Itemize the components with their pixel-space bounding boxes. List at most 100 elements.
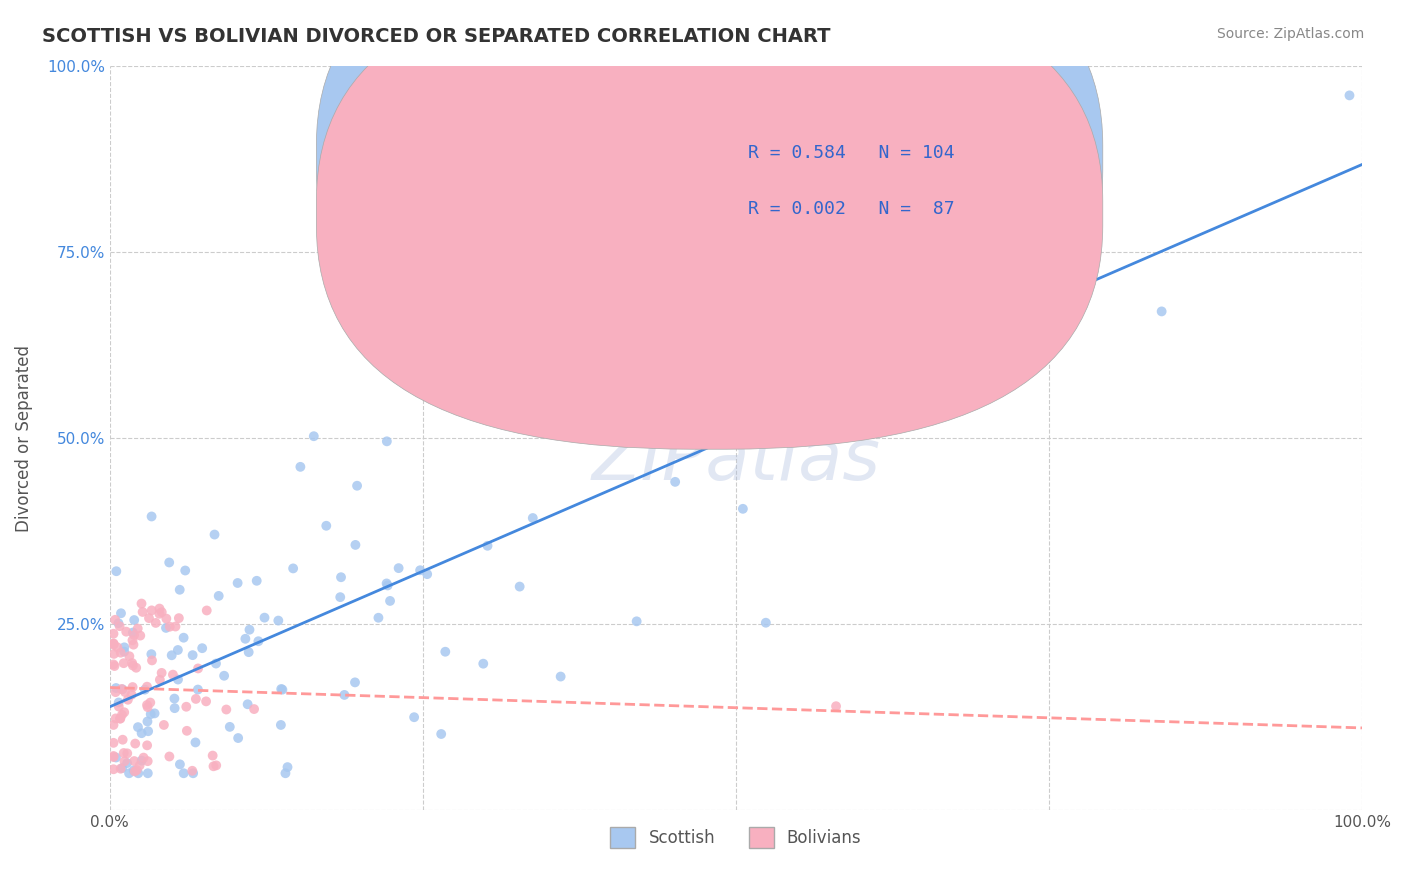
Point xyxy=(103,718,125,732)
Point xyxy=(664,475,686,489)
Point xyxy=(169,582,191,597)
Point xyxy=(150,665,173,680)
Point xyxy=(121,688,143,702)
Point xyxy=(141,603,163,617)
Point xyxy=(131,726,153,740)
Point xyxy=(105,681,128,695)
Point xyxy=(155,612,177,626)
Point xyxy=(173,766,195,780)
Point xyxy=(173,631,195,645)
Point xyxy=(136,724,159,739)
Point xyxy=(270,681,292,696)
Point xyxy=(108,619,131,633)
Point xyxy=(107,616,129,631)
Point xyxy=(912,399,935,413)
Point xyxy=(111,732,134,747)
Point xyxy=(107,699,129,714)
Point xyxy=(274,766,297,780)
Point xyxy=(162,667,184,681)
Point xyxy=(344,538,367,552)
Point xyxy=(103,736,125,750)
Point xyxy=(825,178,848,192)
Point xyxy=(375,576,398,591)
Point xyxy=(378,594,401,608)
Point xyxy=(184,735,207,749)
Point xyxy=(430,727,453,741)
Point xyxy=(204,527,226,541)
Point xyxy=(159,620,181,634)
Point xyxy=(472,657,495,671)
FancyBboxPatch shape xyxy=(316,0,1102,393)
Point xyxy=(509,580,531,594)
Point xyxy=(330,570,353,584)
Point xyxy=(122,638,145,652)
Point xyxy=(103,657,125,672)
Point xyxy=(136,766,159,780)
Point xyxy=(136,754,159,768)
Point xyxy=(215,702,238,716)
Point xyxy=(522,511,544,525)
Point xyxy=(912,334,935,349)
Point xyxy=(127,622,149,636)
Point xyxy=(125,763,148,777)
Point xyxy=(267,614,290,628)
Legend: Scottish, Bolivians: Scottish, Bolivians xyxy=(603,821,868,855)
Point xyxy=(143,706,166,721)
Text: SCOTTISH VS BOLIVIAN DIVORCED OR SEPARATED CORRELATION CHART: SCOTTISH VS BOLIVIAN DIVORCED OR SEPARAT… xyxy=(42,27,831,45)
Point xyxy=(103,626,125,640)
Point xyxy=(110,646,132,660)
Point xyxy=(127,720,149,734)
Point xyxy=(121,680,143,694)
Point xyxy=(112,706,135,720)
Point xyxy=(121,633,143,648)
Point xyxy=(114,755,136,769)
Point xyxy=(150,605,173,619)
Point xyxy=(112,656,135,670)
Point xyxy=(201,748,224,763)
Point xyxy=(329,590,352,604)
Point xyxy=(131,754,153,768)
Point xyxy=(141,653,163,667)
Point xyxy=(163,701,186,715)
Point xyxy=(149,673,172,687)
Point xyxy=(675,326,697,341)
Point xyxy=(115,756,138,770)
Point xyxy=(176,723,198,738)
Point xyxy=(124,737,146,751)
Point xyxy=(112,746,135,760)
Point xyxy=(153,718,176,732)
Point xyxy=(136,700,159,714)
Point xyxy=(131,597,153,611)
Point xyxy=(104,613,127,627)
Point xyxy=(346,479,368,493)
Point xyxy=(195,694,218,708)
Point xyxy=(124,764,146,779)
Point xyxy=(157,556,180,570)
Point xyxy=(477,539,499,553)
Point xyxy=(136,714,159,729)
Point xyxy=(657,289,679,303)
Point xyxy=(108,712,131,726)
Point xyxy=(136,698,159,712)
Point xyxy=(333,688,356,702)
Point xyxy=(756,390,779,404)
Point xyxy=(626,615,648,629)
Point xyxy=(202,759,225,773)
Point xyxy=(243,702,266,716)
Point xyxy=(165,619,187,633)
Point xyxy=(104,685,127,699)
Point xyxy=(181,766,204,780)
Point xyxy=(117,747,139,761)
Text: R = 0.584   N = 104: R = 0.584 N = 104 xyxy=(748,144,955,161)
Point xyxy=(138,611,160,625)
Point xyxy=(191,641,214,656)
Point xyxy=(208,589,231,603)
Point xyxy=(129,629,152,643)
Point xyxy=(270,718,292,732)
Point xyxy=(127,766,149,780)
Point xyxy=(578,396,600,410)
Point xyxy=(141,647,163,661)
Point xyxy=(111,681,134,696)
Point xyxy=(434,645,457,659)
Point xyxy=(122,625,145,640)
